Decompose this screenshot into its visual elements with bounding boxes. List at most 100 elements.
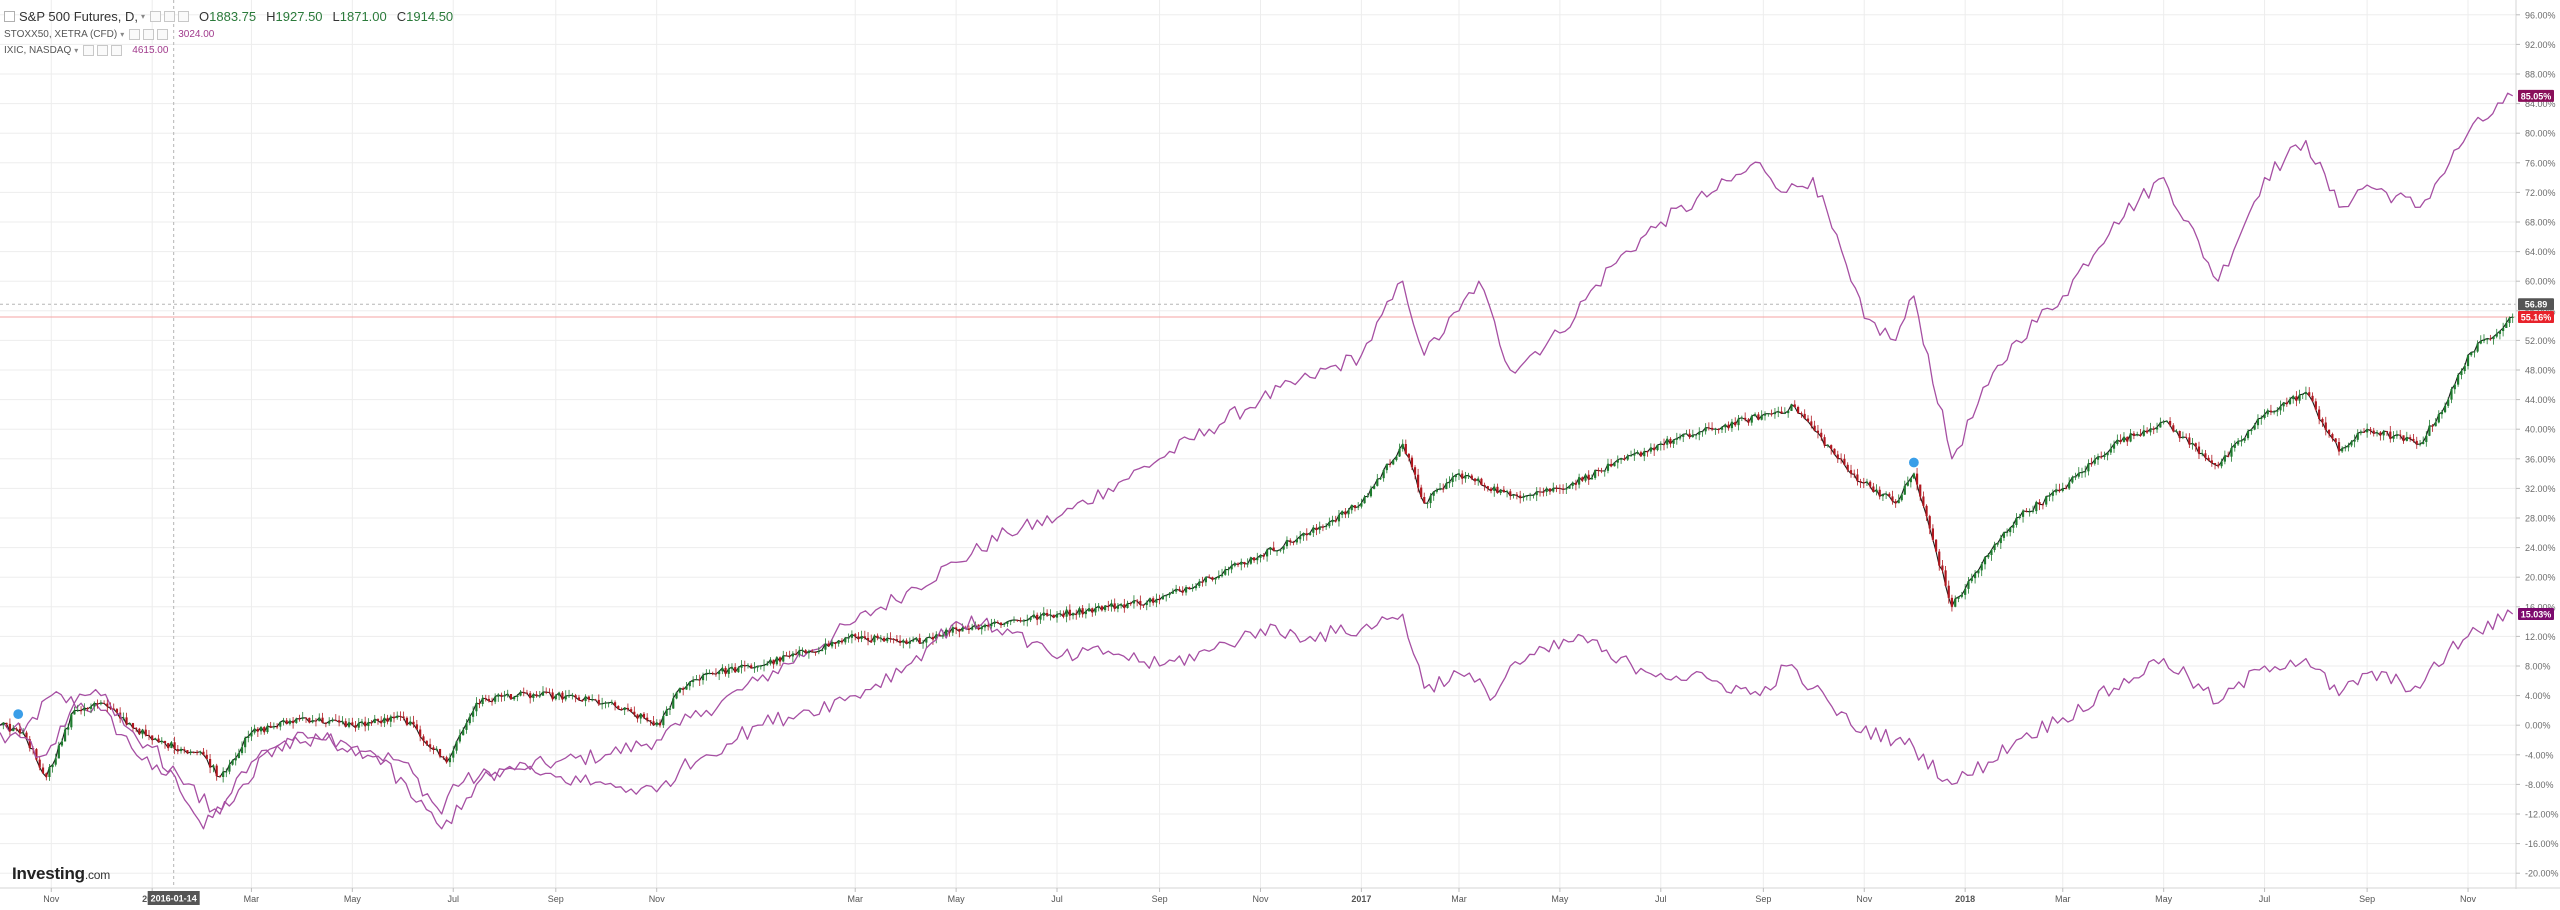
candle-body xyxy=(2064,488,2068,490)
settings-icon[interactable] xyxy=(129,28,141,40)
candle-body xyxy=(2080,472,2084,474)
candle-body xyxy=(1299,536,1302,540)
candle-body xyxy=(57,745,60,759)
candle-body xyxy=(452,750,455,758)
candle-body xyxy=(2041,504,2045,506)
candle-body xyxy=(705,673,708,676)
candle-body xyxy=(535,694,538,696)
close-icon[interactable] xyxy=(111,44,123,56)
candle-body xyxy=(837,640,840,644)
candle-body xyxy=(45,773,48,777)
candle-body xyxy=(5,722,8,724)
candle-body xyxy=(311,720,314,723)
close-icon[interactable] xyxy=(178,10,190,22)
candle-body xyxy=(1233,563,1236,566)
candle-body xyxy=(170,742,173,749)
candle-body xyxy=(1295,539,1298,543)
candle-body xyxy=(1211,577,1214,580)
candle-body xyxy=(892,638,895,640)
candle-body xyxy=(2084,471,2087,473)
candle-body xyxy=(1142,604,1145,606)
candle-body xyxy=(1360,503,1363,507)
candle-body xyxy=(2119,440,2122,442)
series-visibility-checkbox[interactable] xyxy=(4,10,15,22)
x-axis[interactable]: Nov2016MarMayJulSepNovMarMayJulSepNov201… xyxy=(0,887,2560,910)
candle-body xyxy=(2311,395,2314,402)
y-tick-label: 40.00% xyxy=(2525,425,2556,435)
hide-icon[interactable] xyxy=(143,28,155,40)
legend-main-row[interactable]: S&P 500 Futures, D, ▾ O 1883.75 H 1927.50 … xyxy=(4,6,453,26)
candle-body xyxy=(1262,555,1265,557)
candle-body xyxy=(314,720,318,722)
candle-body xyxy=(753,667,756,669)
candle-body xyxy=(1100,606,1103,611)
candle-body xyxy=(183,749,186,751)
candle-body xyxy=(649,720,652,722)
candle-body xyxy=(1081,608,1084,615)
hide-icon[interactable] xyxy=(164,10,176,22)
candle-body xyxy=(889,637,892,639)
candle-body xyxy=(1950,597,1954,607)
candle-body xyxy=(367,722,370,727)
event-marker-icon[interactable] xyxy=(1907,456,1920,469)
candle-body xyxy=(1714,428,1717,430)
candle-body xyxy=(2285,402,2288,404)
y-tick-label: 60.00% xyxy=(2525,277,2556,287)
candle-body xyxy=(1909,478,1912,483)
settings-icon[interactable] xyxy=(150,10,162,22)
x-tick-label: May xyxy=(2155,894,2173,904)
candle-body xyxy=(1826,445,1829,446)
candle-body xyxy=(2159,422,2162,428)
y-tick-label: 32.00% xyxy=(2525,484,2556,494)
candle-body xyxy=(1656,444,1659,451)
candle-body xyxy=(2295,396,2298,401)
x-tick-label: May xyxy=(1551,894,1569,904)
candle-body xyxy=(2025,510,2028,512)
chevron-down-icon[interactable]: ▾ xyxy=(141,11,146,21)
candle-body xyxy=(442,756,445,758)
candle-body xyxy=(1055,614,1059,618)
candle-body xyxy=(328,721,331,724)
candle-body xyxy=(1701,431,1704,433)
candle-body xyxy=(2415,440,2418,445)
candle-body xyxy=(93,703,96,707)
candle-body xyxy=(807,651,810,654)
candle-body xyxy=(873,635,876,643)
candle-body xyxy=(2273,411,2276,413)
candle-body xyxy=(189,752,192,754)
chevron-down-icon[interactable]: ▾ xyxy=(120,29,125,39)
candle-body xyxy=(2375,432,2379,434)
candle-body xyxy=(1545,488,1548,493)
candle-body xyxy=(1912,473,1915,479)
event-markers[interactable] xyxy=(12,456,1920,721)
legend-compare-row[interactable]: IXIC, NASDAQ ▾ 4615.00 xyxy=(4,42,453,58)
x-tick-label: Jul xyxy=(1655,894,1667,904)
candle-body xyxy=(2288,399,2292,404)
legend-compare-row[interactable]: STOXX50, XETRA (CFD) ▾ 3024.00 xyxy=(4,26,453,42)
candle-body xyxy=(1252,557,1256,561)
settings-icon[interactable] xyxy=(83,44,95,56)
candle-body xyxy=(571,695,574,697)
candle-body xyxy=(2035,502,2038,512)
event-marker-icon[interactable] xyxy=(12,707,25,721)
candle-body xyxy=(1525,495,1528,497)
candle-body xyxy=(266,725,269,733)
candle-body xyxy=(1171,591,1174,594)
candle-body xyxy=(737,667,740,673)
close-icon[interactable] xyxy=(157,28,169,40)
candle-body xyxy=(1161,596,1164,600)
candle-body xyxy=(785,655,788,657)
candle-body xyxy=(714,673,718,675)
candle-body xyxy=(1470,475,1473,479)
candle-body xyxy=(740,665,743,668)
y-tick-label: 64.00% xyxy=(2525,247,2556,257)
hide-icon[interactable] xyxy=(97,44,109,56)
y-tick-label: -20.00% xyxy=(2525,869,2559,879)
candle-body xyxy=(2350,441,2353,446)
chevron-down-icon[interactable]: ▾ xyxy=(74,45,79,55)
y-tick-label: 84.00% xyxy=(2525,99,2556,109)
candle-body xyxy=(983,624,987,628)
candle-body xyxy=(1633,453,1636,456)
y-axis[interactable]: 96.00% 92.00% 88.00% 84.00% 80.00% 76.00% 72.0… xyxy=(2515,0,2560,910)
